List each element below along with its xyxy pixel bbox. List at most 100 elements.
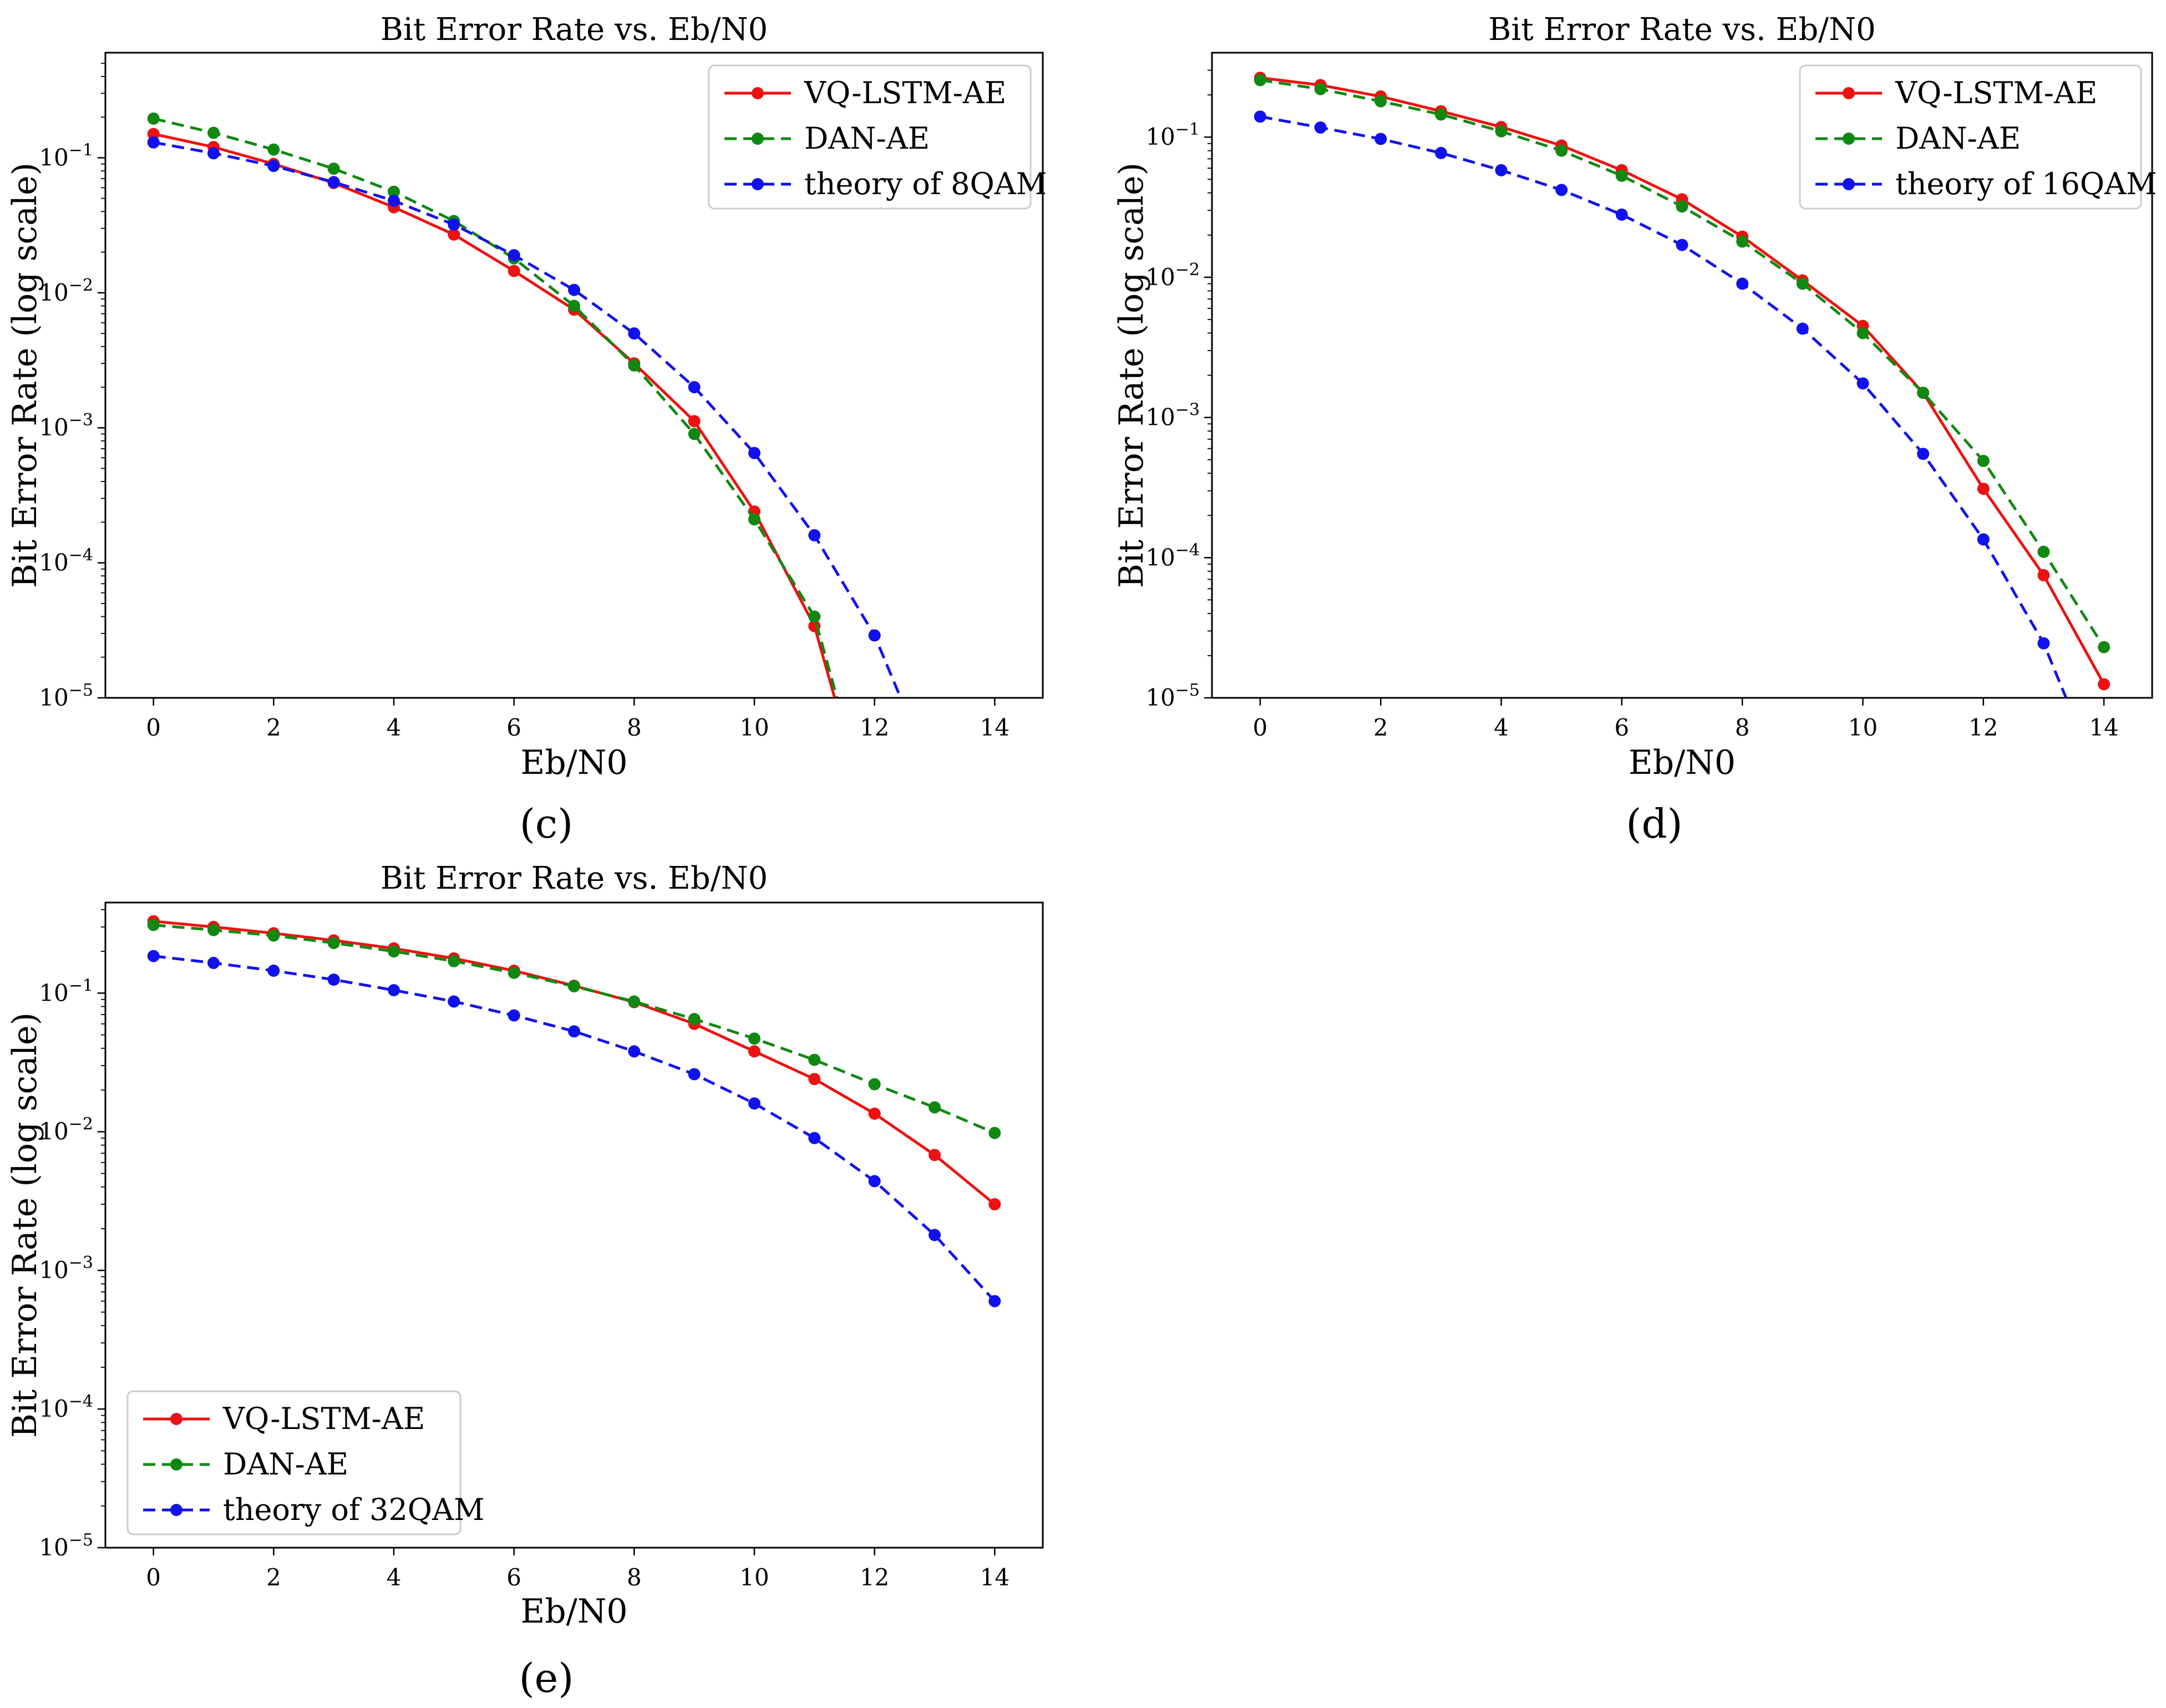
series-point — [448, 955, 460, 967]
series-point — [808, 1073, 821, 1086]
x-tick-label: 0 — [146, 714, 161, 741]
series-point — [388, 185, 400, 198]
series-point — [1434, 108, 1447, 121]
series-point — [1254, 110, 1266, 123]
y-tick-label: 10−4 — [39, 1392, 93, 1422]
series-point — [267, 160, 280, 173]
y-tick-exponent: −4 — [69, 546, 93, 565]
legend-entry-label: DAN-AE — [1895, 121, 2021, 156]
series-point — [1796, 322, 1809, 335]
y-tick-label: 10−3 — [39, 1253, 93, 1284]
series-point — [568, 300, 580, 312]
y-tick-label: 10−1 — [39, 140, 93, 171]
series-point — [808, 610, 821, 623]
x-tick-label: 2 — [266, 714, 281, 741]
legend-swatch-marker — [752, 87, 764, 99]
series-point — [207, 126, 220, 139]
y-tick-base: 10 — [1145, 684, 1175, 711]
series-point — [1676, 200, 1688, 213]
x-tick-label: 4 — [387, 714, 402, 741]
legend-box — [1799, 64, 2142, 210]
legend-entry-label: theory of 8QAM — [804, 166, 1047, 201]
series-point — [1495, 164, 1508, 176]
y-tick-base: 10 — [39, 1118, 68, 1145]
series-point — [1615, 169, 1628, 182]
x-tick-label: 14 — [980, 714, 1010, 741]
legend-entry-label: VQ-LSTM-AE — [1895, 75, 2097, 110]
series-point — [1314, 121, 1327, 134]
legend-swatch-marker — [170, 1413, 182, 1425]
series-line-3 — [153, 955, 996, 1302]
chart-panel-3: Bit Error Rate vs. Eb/N00 2 4 6 8 10 12 1410−11… — [6, 860, 1044, 1701]
x-tick-label: 8 — [627, 1564, 642, 1591]
legend-swatch-marker — [1843, 178, 1855, 190]
x-tick-label: 12 — [860, 1564, 889, 1591]
series-point — [388, 195, 400, 207]
legend: VQ-LSTM-AE DAN-AE theory of 16QAM — [1799, 64, 2157, 210]
x-tick-label: 10 — [1848, 714, 1878, 741]
series-point — [2037, 637, 2050, 650]
y-tick-label: 10−4 — [39, 546, 93, 576]
y-tick-exponent: −5 — [1175, 681, 1200, 700]
y-tick-exponent: −4 — [1175, 540, 1200, 560]
x-tick-label: 10 — [739, 1564, 769, 1591]
y-tick-label: 10−5 — [39, 681, 93, 711]
y-tick-exponent: −2 — [69, 1114, 93, 1134]
y-tick-exponent: −1 — [69, 976, 93, 995]
y-axis-label: Bit Error Rate (log scale) — [6, 163, 44, 588]
y-tick-base: 10 — [39, 684, 68, 711]
series-line-3 — [153, 141, 902, 698]
legend-swatch-marker — [1843, 133, 1855, 145]
series-point — [568, 1025, 580, 1038]
series-point — [448, 995, 460, 1008]
series-point — [628, 327, 641, 340]
series-point — [688, 1013, 701, 1025]
series-point — [688, 381, 701, 393]
series-point — [388, 945, 400, 957]
series-point — [1977, 483, 1990, 495]
y-tick-base: 10 — [1145, 263, 1175, 291]
legend-entry-label: DAN-AE — [223, 1447, 348, 1482]
chart-title: Bit Error Rate vs. Eb/N0 — [381, 860, 768, 896]
x-tick-label: 4 — [1494, 714, 1509, 741]
legend-swatch-marker — [170, 1504, 182, 1516]
series-point — [748, 1032, 760, 1045]
legend-swatch-marker — [752, 178, 764, 190]
y-tick-exponent: −1 — [1175, 120, 1200, 139]
y-tick-exponent: −2 — [69, 276, 93, 295]
x-axis-label: Eb/N0 — [1629, 743, 1736, 782]
series-point — [929, 1101, 941, 1114]
series-point — [748, 1097, 760, 1110]
series-point — [2037, 569, 2050, 581]
series-point — [808, 529, 821, 541]
y-tick-label: 10−3 — [1145, 401, 1200, 431]
series-point — [628, 1045, 641, 1058]
panel-label: (e) — [519, 1655, 574, 1701]
plot-frame — [104, 901, 1044, 1549]
y-tick-exponent: −1 — [69, 140, 93, 160]
x-tick-label: 10 — [739, 714, 769, 741]
series-point — [327, 176, 340, 189]
plot-area — [1254, 72, 2111, 698]
series-point — [327, 936, 340, 949]
x-tick-label: 0 — [1253, 714, 1268, 741]
series-point — [688, 415, 701, 428]
series-point — [448, 228, 460, 241]
y-tick-label: 10−3 — [39, 410, 93, 441]
y-tick-label: 10−5 — [1145, 681, 1200, 711]
series-point — [147, 136, 160, 149]
series-point — [1796, 277, 1809, 290]
series-point — [1434, 146, 1447, 159]
series-point — [1736, 277, 1749, 290]
y-tick-label: 10−2 — [39, 276, 93, 306]
chart-panel-1: Bit Error Rate vs. Eb/N00 2 4 6 8 10 12 1410−11… — [6, 12, 1047, 847]
series-point — [568, 283, 580, 296]
series-point — [267, 929, 280, 942]
y-tick-base: 10 — [39, 1256, 68, 1284]
series-point — [1856, 327, 1869, 339]
y-tick-exponent: −3 — [1175, 401, 1200, 420]
y-axis-label: Bit Error Rate (log scale) — [1112, 163, 1151, 588]
series-point — [147, 128, 160, 140]
y-tick-exponent: −3 — [69, 410, 93, 430]
